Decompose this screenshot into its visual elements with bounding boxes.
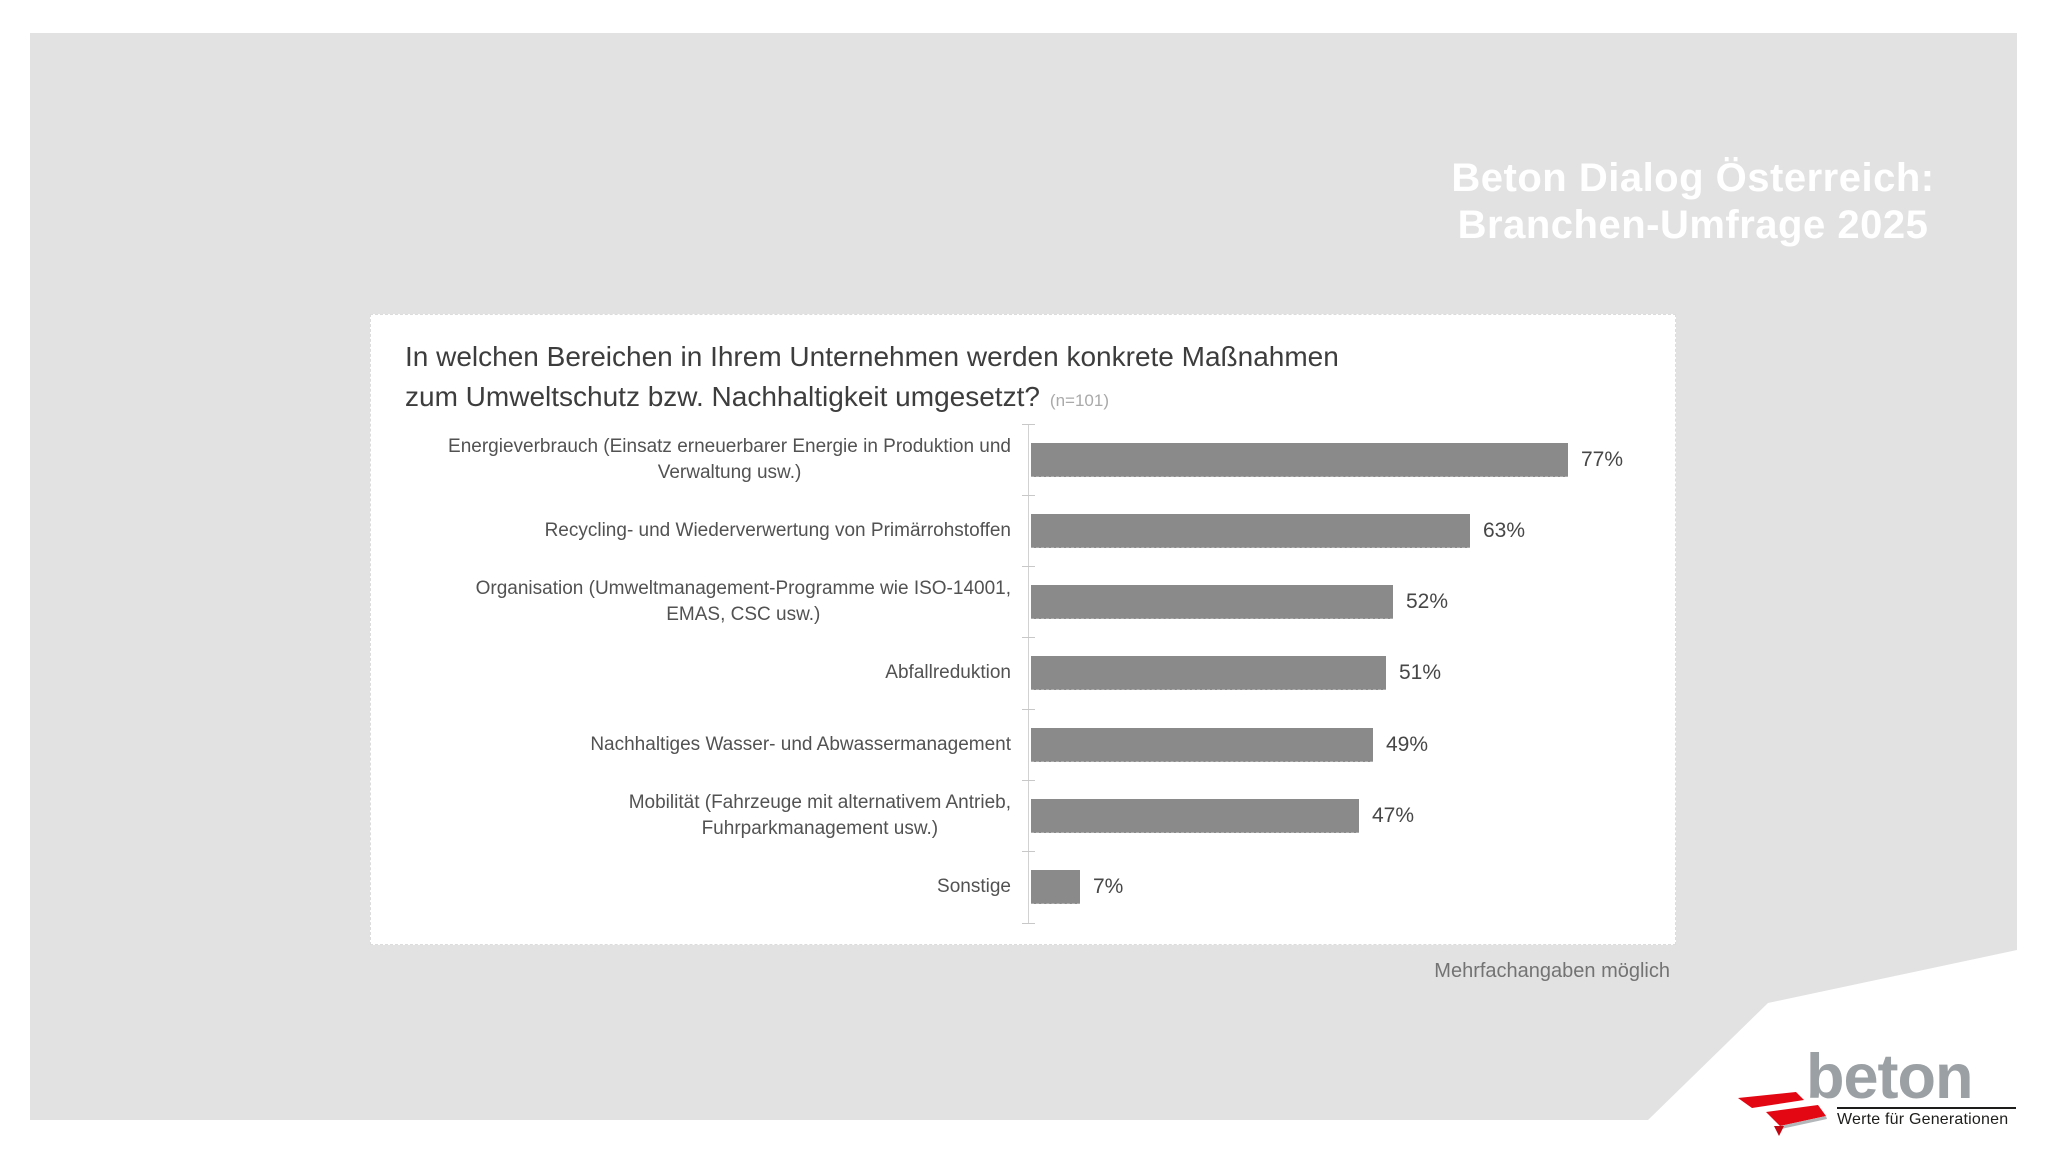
bar-row: Recycling- und Wiederverwertung von Prim… [371, 494, 1675, 566]
value-label: 63% [1483, 518, 1526, 542]
bar-row: Mobilität (Fahrzeuge mit alternativem An… [371, 779, 1675, 851]
bar-row: Organisation (Umweltmanagement-Programme… [371, 566, 1675, 638]
bar-mobilitaet [1031, 798, 1359, 833]
beton-red-slabs-icon [1738, 1092, 1827, 1136]
category-label: Organisation (Umweltmanagement-Programme… [475, 578, 1011, 626]
bar-sonstige [1031, 870, 1080, 905]
category-label: Mobilität (Fahrzeuge mit alternativem An… [628, 791, 1011, 839]
category-label: Recycling- und Wiederverwertung von Prim… [544, 519, 1011, 541]
beton-logo-tagline: Werte für Generationen [1837, 1111, 2009, 1128]
bar-organisation [1031, 585, 1393, 620]
value-label: 7% [1093, 875, 1124, 899]
chart-title-line2: zum Umweltschutz bzw. Nachhaltigkeit umg… [405, 381, 1109, 412]
bar-row: Sonstige 7% [371, 851, 1675, 923]
header-title: Beton Dialog Österreich: Branchen-Umfrag… [1393, 155, 1993, 249]
beton-logo-rule [1837, 1107, 2016, 1109]
bar-recycling [1031, 513, 1470, 548]
bar-wassermanagement [1031, 727, 1373, 762]
header-title-line2: Branchen-Umfrage 2025 [1457, 203, 1929, 247]
bar-chart: Energieverbrauch (Einsatz erneuerbarer E… [371, 423, 1675, 924]
value-label: 77% [1581, 447, 1624, 471]
bar-row: Energieverbrauch (Einsatz erneuerbarer E… [371, 423, 1675, 495]
beton-logo-wordmark: beton [1806, 1042, 1973, 1112]
category-label: Sonstige [937, 876, 1011, 898]
bar-row: Abfallreduktion 51% [371, 637, 1675, 709]
bar-energieverbrauch [1031, 442, 1568, 477]
bar-row: Nachhaltiges Wasser- und Abwassermanagem… [371, 708, 1675, 780]
value-label: 51% [1399, 661, 1442, 685]
y-axis-line [1028, 424, 1029, 923]
chart-panel: In welchen Bereichen in Ihrem Unternehme… [370, 314, 1676, 945]
sample-size-note: (n=101) [1049, 391, 1109, 410]
value-label: 52% [1406, 590, 1449, 614]
value-label: 47% [1372, 803, 1415, 827]
header-title-line1: Beton Dialog Österreich: [1451, 156, 1935, 200]
category-label: Nachhaltiges Wasser- und Abwassermanagem… [590, 733, 1011, 755]
bar-abfallreduktion [1031, 656, 1386, 691]
value-label: 49% [1386, 732, 1429, 756]
chart-title-line1: In welchen Bereichen in Ihrem Unternehme… [405, 341, 1339, 372]
footnote: Mehrfachangaben möglich [1434, 960, 1670, 982]
category-label: Abfallreduktion [885, 662, 1011, 684]
chart-title: In welchen Bereichen in Ihrem Unternehme… [405, 337, 1339, 421]
category-label: Energieverbrauch (Einsatz erneuerbarer E… [448, 435, 1011, 483]
